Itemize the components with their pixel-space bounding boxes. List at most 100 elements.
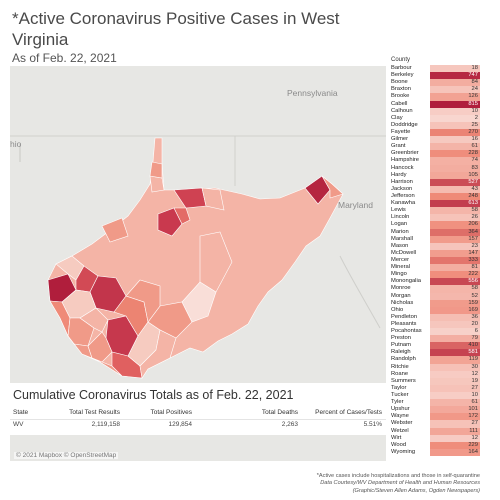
county-row[interactable]: Brooke 126 [390,93,480,101]
county-row[interactable]: Braxton 24 [390,86,480,94]
county-row[interactable]: Calhoun 10 [390,107,480,115]
county-row[interactable]: Doddridge 25 [390,121,480,129]
county-value: 147 [468,249,478,256]
county-value: 527 [468,178,478,185]
county-row[interactable]: Hardy 105 [390,171,480,179]
county-row[interactable]: Berkeley 747 [390,72,480,80]
county-row[interactable]: McDowell 147 [390,249,480,257]
county-row[interactable]: Ohio 169 [390,306,480,314]
county-value-cell: 527 [430,178,480,186]
county-name: Pleasants [391,320,417,327]
county-value: 61 [471,143,478,150]
county-row[interactable]: Tucker 10 [390,392,480,400]
county-name: Boone [391,79,408,86]
county-row[interactable]: Wood 229 [390,441,480,449]
county-value: 157 [468,235,478,242]
county-row[interactable]: Raleigh 581 [390,349,480,357]
county-row[interactable]: Marion 364 [390,228,480,236]
county-row[interactable]: Nicholas 159 [390,299,480,307]
county-row[interactable]: Upshur 101 [390,406,480,414]
county-name: Harrison [391,178,413,185]
county-row[interactable]: Mineral 81 [390,264,480,272]
county-row[interactable]: Clay 2 [390,114,480,122]
county-name: Mineral [391,264,411,271]
county-row[interactable]: Putnam 410 [390,342,480,350]
county-row[interactable]: Morgan 52 [390,292,480,300]
county-value: 10 [471,107,478,114]
county-row[interactable]: Randolph 119 [390,356,480,364]
county-row[interactable]: Gilmer 16 [390,136,480,144]
county-row[interactable]: Monongalia 556 [390,278,480,286]
county-value: 169 [468,306,478,313]
county-row[interactable]: Mingo 222 [390,271,480,279]
footnote-line-1: *Active cases include hospitalizations a… [316,473,480,479]
county-value: 84 [471,79,478,86]
county-row[interactable]: Tyler 61 [390,399,480,407]
county-row[interactable]: Lincoln 26 [390,214,480,222]
county-name: Fayette [391,128,411,135]
county-row[interactable]: Monroe 58 [390,285,480,293]
county-row[interactable]: Fayette 270 [390,128,480,137]
county-value: 172 [468,413,478,420]
wv-map[interactable]: Pennsylvania Maryland hio © 2021 Mapbox … [10,66,386,461]
county-value-cell: 61 [430,143,480,151]
county-name: Roane [391,370,409,377]
county-value-cell: 747 [430,72,480,80]
county-row[interactable]: Logan 206 [390,221,480,229]
county-value: 6 [474,328,478,335]
county-row[interactable]: Marshall 157 [390,235,480,243]
county-value-cell: 24 [430,86,480,94]
county-value: 229 [468,441,478,448]
county-row[interactable]: Grant 61 [390,143,480,151]
county-row[interactable]: Cabell 815 [390,100,480,108]
county-value-cell: 556 [430,278,480,286]
county-row[interactable]: Wirt 12 [390,434,480,442]
county-name: Gilmer [391,136,409,143]
county-value-cell: 12 [430,434,480,442]
county-row[interactable]: Pleasants 20 [390,320,480,329]
county-value: 101 [468,406,478,413]
county-row[interactable]: Hampshire 74 [390,157,480,165]
county-row[interactable]: Mason 23 [390,242,480,250]
county-row[interactable]: Preston 79 [390,335,480,343]
county-marion [173,207,191,225]
county-row[interactable]: Jackson 43 [390,185,480,193]
county-row[interactable]: Wetzel 111 [390,427,480,435]
county-name: Braxton [391,86,411,93]
county-value: 61 [471,399,478,406]
county-row[interactable]: Webster 27 [390,420,480,428]
county-value-cell: 30 [430,363,480,371]
county-row[interactable]: Roane 12 [390,370,480,378]
county-value: 270 [468,128,478,135]
county-value-cell: 119 [430,356,480,364]
county-name: Hancock [391,164,414,171]
county-row[interactable]: Wayne 172 [390,413,480,421]
county-value-cell: 23 [430,242,480,250]
county-name: Ritchie [391,363,409,370]
cumulative-totals-panel: Cumulative Coronavirus Totals as of Feb.… [10,383,386,435]
county-value-cell: 410 [430,342,480,350]
county-value-cell: 172 [430,413,480,421]
county-row[interactable]: Greenbrier 228 [390,150,480,158]
county-row[interactable]: Pendleton 36 [390,313,480,321]
county-row[interactable]: Barbour 18 [390,65,480,73]
county-row[interactable]: Wyoming 164 [390,448,480,457]
county-value-cell: 229 [430,441,480,449]
county-row[interactable]: Hancock 83 [390,164,480,172]
county-row[interactable]: Pocahontas 6 [390,328,480,336]
county-table: County Barbour 18 Berkeley 747 Boone 84 Braxto… [390,57,480,457]
county-value-cell: 61 [430,399,480,407]
county-value-cell: 6 [430,328,480,336]
county-value-cell: 58 [430,285,480,293]
county-row[interactable]: Ritchie 30 [390,363,480,371]
county-row[interactable]: Harrison 527 [390,178,480,186]
county-row[interactable]: Jefferson 248 [390,192,480,201]
county-row[interactable]: Summers 19 [390,377,480,385]
county-row[interactable]: Taylor 27 [390,384,480,393]
county-row[interactable]: Kanawha 613 [390,200,480,208]
county-row[interactable]: Mercer 333 [390,256,480,265]
county-value-cell: 364 [430,228,480,236]
county-row[interactable]: Lewis 58 [390,207,480,215]
county-value: 58 [471,285,478,292]
county-row[interactable]: Boone 84 [390,79,480,87]
